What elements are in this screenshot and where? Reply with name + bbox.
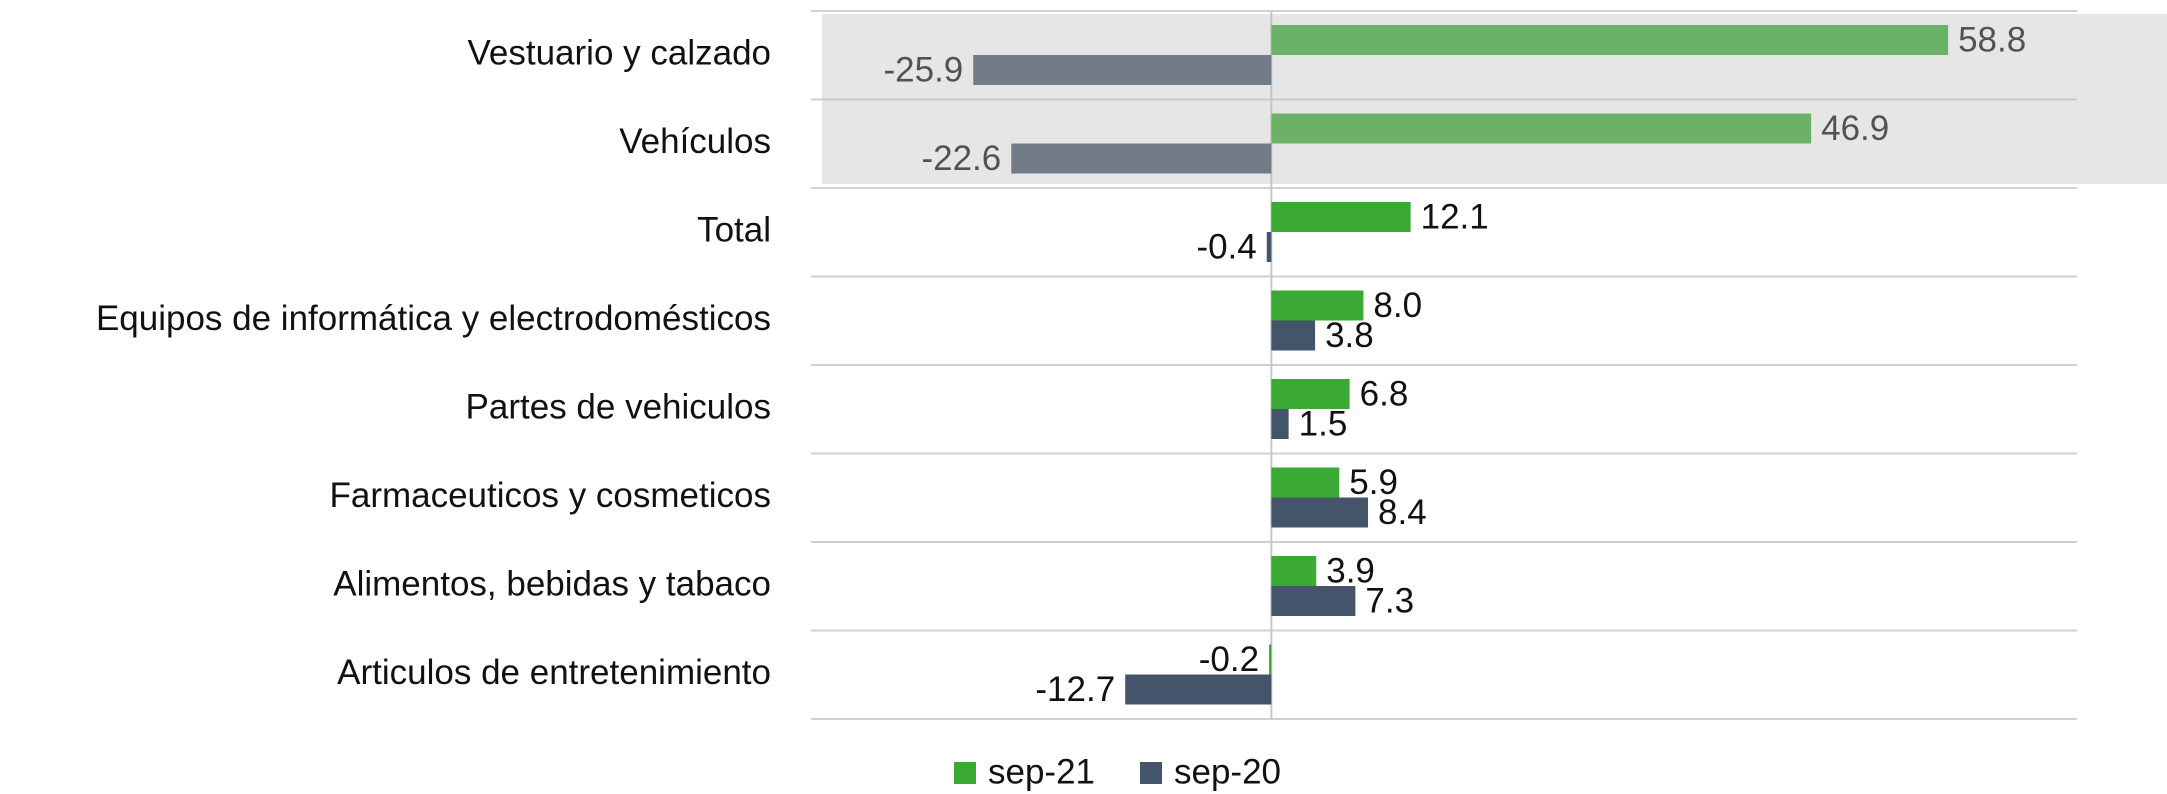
bar	[1271, 497, 1369, 528]
bar	[1271, 409, 1289, 439]
data-label: 3.8	[1325, 316, 1374, 355]
category-label: Alimentos, bebidas y tabaco	[333, 565, 771, 604]
data-label: 8.0	[1373, 286, 1422, 325]
bar	[1271, 556, 1317, 586]
bar	[1271, 586, 1356, 616]
data-label: 8.4	[1378, 493, 1427, 532]
bar	[1271, 113, 1812, 144]
data-label: 1.5	[1299, 404, 1348, 443]
legend-label: sep-20	[1174, 752, 1281, 791]
category-label: Articulos de entretenimiento	[337, 653, 771, 692]
data-label: -0.2	[1199, 640, 1259, 679]
data-label: 6.8	[1360, 374, 1409, 413]
category-label: Farmaceuticos y cosmeticos	[329, 476, 771, 515]
category-label: Vehículos	[619, 122, 771, 161]
bar	[1125, 674, 1272, 705]
highlight-band	[822, 14, 2167, 184]
data-label: -0.4	[1196, 227, 1256, 266]
legend-swatch	[954, 762, 976, 784]
bar	[1269, 644, 1272, 675]
bar	[1271, 25, 1949, 55]
bar	[1271, 379, 1350, 409]
data-label: -22.6	[921, 139, 1001, 178]
legend-swatch	[1140, 762, 1162, 784]
bar	[1271, 467, 1340, 498]
category-label: Vestuario y calzado	[467, 34, 771, 73]
bar	[1271, 202, 1411, 232]
data-label: 12.1	[1421, 197, 1489, 236]
category-label: Total	[697, 211, 771, 250]
bar	[1011, 143, 1272, 174]
data-label: 5.9	[1349, 463, 1398, 502]
data-label: 46.9	[1821, 109, 1889, 148]
category-label: Partes de vehiculos	[466, 388, 771, 427]
data-label: -12.7	[1035, 670, 1115, 709]
category-label: Equipos de informática y electrodoméstic…	[96, 299, 771, 338]
bar	[973, 55, 1272, 85]
data-label: 3.9	[1326, 551, 1375, 590]
data-label: 58.8	[1958, 20, 2026, 59]
bar	[1271, 320, 1316, 351]
data-label: -25.9	[883, 50, 963, 89]
bar	[1266, 232, 1272, 262]
data-label: 7.3	[1365, 581, 1414, 620]
legend-label: sep-21	[988, 752, 1095, 791]
bar	[1271, 290, 1364, 321]
